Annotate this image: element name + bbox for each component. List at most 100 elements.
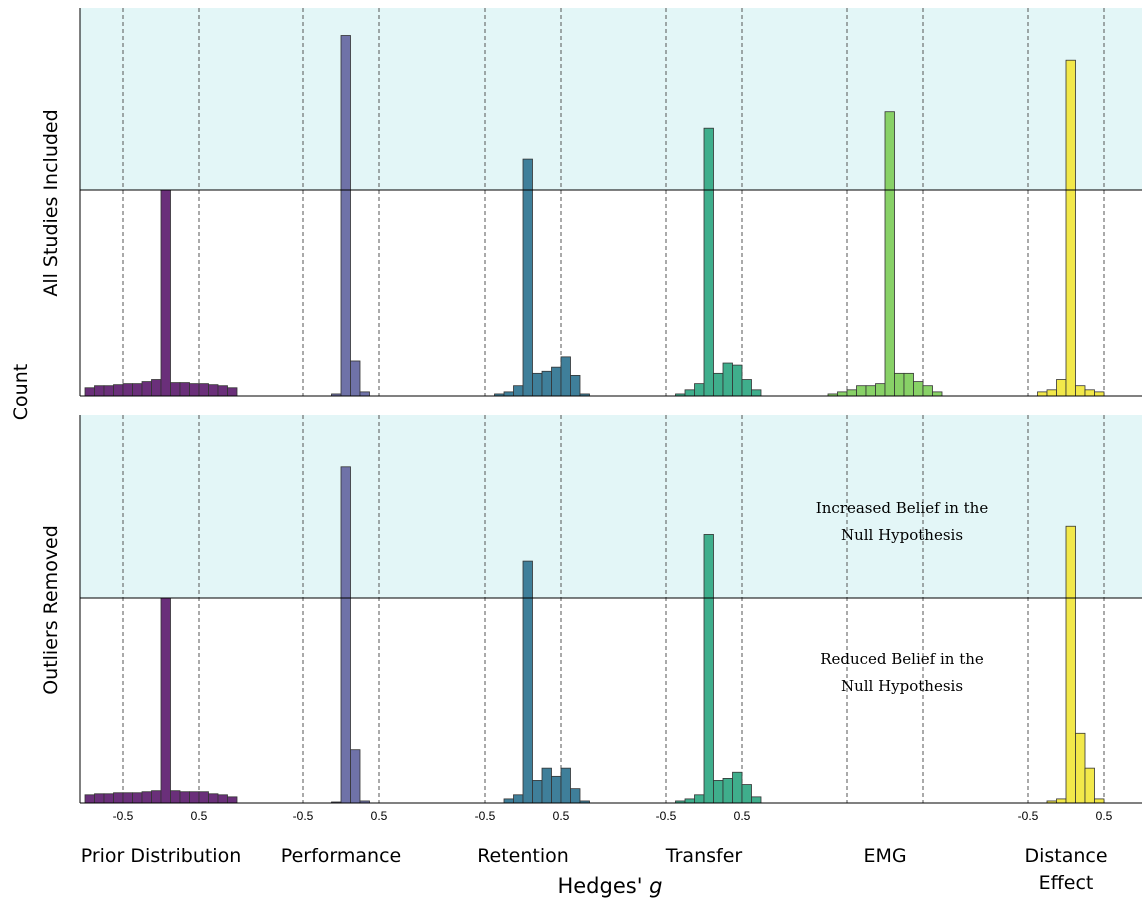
- bar-row1-cond6-bin12: [1094, 391, 1105, 397]
- bar-row2-cond2-bin10: [350, 749, 361, 804]
- bar-row1-cond6-bin8: [1056, 379, 1067, 397]
- x-axis-label-text: Hedges': [557, 874, 642, 898]
- condition-label-6-line2: Effect: [1039, 872, 1094, 894]
- bar-row1-cond4-bin10: [713, 372, 724, 397]
- bar-row2-cond1-bin14: [208, 793, 219, 804]
- bar-row1-cond1-bin16: [227, 387, 238, 397]
- bar-row1-cond6-bin11: [1084, 389, 1095, 397]
- bar-row2-cond1-bin3: [103, 793, 114, 804]
- reference-lines: [122, 8, 1105, 803]
- bar-row2-cond4-bin14: [751, 796, 762, 804]
- condition-labels: Prior Distribution Performance Retention Tr…: [81, 845, 1108, 894]
- bar-row1-cond3-bin12: [551, 366, 562, 397]
- bar-row1-cond1-bin10: [170, 382, 181, 397]
- bar-row1-cond1-bin13: [198, 383, 209, 397]
- tick-label-cond4-1: -0.5: [656, 809, 677, 823]
- bar-row1-cond4-bin11: [722, 362, 733, 397]
- bar-row1-cond4-bin13: [741, 379, 752, 397]
- bar-row1-cond4-bin8: [694, 383, 705, 397]
- bar-row1-cond3-bin14: [570, 374, 581, 397]
- tick-label-cond3-2: 0.5: [553, 809, 570, 823]
- bar-row2-cond1-bin11: [179, 791, 190, 804]
- bar-row2-cond4-bin7: [684, 798, 695, 804]
- bar-row1-cond5-bin5: [846, 389, 857, 397]
- bar-row2-cond3-bin9: [522, 560, 533, 804]
- bar-row2-cond4-bin13: [741, 784, 752, 804]
- condition-label-2-line1: Performance: [281, 845, 401, 867]
- tick-label-cond1-2: 0.5: [191, 809, 208, 823]
- bar-row1-cond4-bin14: [751, 389, 762, 397]
- bar-row1-cond3-bin9: [522, 158, 533, 397]
- bar-row2-cond1-bin16: [227, 796, 238, 804]
- bar-row1-cond5-bin13: [922, 385, 933, 397]
- bar-row1-cond1-bin6: [132, 383, 143, 397]
- bar-row2-cond6-bin11: [1084, 767, 1095, 804]
- bar-row1-cond5-bin14: [932, 391, 943, 397]
- bar-row2-cond3-bin13: [560, 767, 571, 804]
- bar-row1-cond5-bin6: [856, 385, 867, 397]
- bar-row2-cond2-bin9: [340, 466, 351, 804]
- bar-row1-cond1-bin1: [84, 387, 95, 397]
- tick-label-cond2-2: 0.5: [371, 809, 388, 823]
- bar-row1-cond2-bin11: [359, 391, 370, 397]
- bar-row1-cond6-bin10: [1075, 385, 1086, 397]
- bar-row2-cond1-bin1: [84, 794, 95, 804]
- bar-row1-cond1-bin14: [208, 384, 219, 397]
- bar-row2-cond1-bin10: [170, 790, 181, 804]
- bar-row2-cond6-bin8: [1056, 798, 1067, 804]
- annotation-reduced-line2: Null Hypothesis: [841, 677, 963, 695]
- bar-row2-cond4-bin11: [722, 778, 733, 804]
- tick-label-cond2-1: -0.5: [293, 809, 314, 823]
- axes: [79, 8, 1142, 804]
- bar-row1-cond3-bin7: [503, 391, 514, 397]
- bar-row2-cond6-bin9: [1065, 525, 1076, 804]
- bar-row1-cond1-bin11: [179, 382, 190, 397]
- bar-row1-cond3-bin13: [560, 356, 571, 397]
- x-axis-label: Hedges' g: [557, 874, 662, 898]
- bar-row1-cond4-bin9: [703, 127, 714, 397]
- bar-row2-cond4-bin12: [732, 771, 743, 804]
- bar-row1-cond1-bin5: [122, 383, 133, 397]
- bar-row1-cond1-bin7: [141, 381, 152, 397]
- bar-row2-cond3-bin12: [551, 775, 562, 804]
- condition-label-5-line1: EMG: [863, 845, 906, 867]
- x-axis-label-symbol: g: [649, 874, 662, 898]
- bar-row2-cond3-bin11: [541, 767, 552, 804]
- bar-row2-cond6-bin12: [1094, 798, 1105, 804]
- bar-row1-cond3-bin8: [513, 385, 524, 397]
- bar-row2-cond1-bin8: [151, 790, 162, 804]
- bar-row1-cond1-bin4: [113, 384, 124, 397]
- bar-row2-cond4-bin9: [703, 534, 714, 804]
- tick-label-cond3-1: -0.5: [475, 809, 496, 823]
- bar-row2-cond3-bin10: [532, 780, 543, 804]
- bar-row2-cond1-bin6: [132, 792, 143, 804]
- bar-row1-cond5-bin7: [865, 385, 876, 397]
- bar-row2-cond1-bin9: [160, 597, 171, 804]
- annotation-increased-line2: Null Hypothesis: [841, 526, 963, 544]
- bar-row1-cond1-bin12: [189, 383, 200, 397]
- condition-label-4-line1: Transfer: [665, 845, 743, 867]
- tick-label-cond4-2: 0.5: [734, 809, 751, 823]
- bar-row2-cond4-bin10: [713, 780, 724, 804]
- bar-row1-cond5-bin8: [875, 383, 886, 397]
- bar-row1-cond1-bin15: [217, 385, 228, 397]
- condition-label-3-line1: Retention: [477, 845, 569, 867]
- bar-row1-cond1-bin9: [160, 189, 171, 397]
- bar-row2-cond3-bin7: [503, 798, 514, 804]
- tick-labels: -0.5 0.5 -0.5 0.5 -0.5 0.5 -0.5 0.5 -0.5 0.5: [113, 809, 1113, 823]
- bar-row1-cond6-bin9: [1065, 59, 1076, 397]
- bar-row1-cond5-bin10: [894, 372, 905, 397]
- bar-row1-cond1-bin8: [151, 379, 162, 397]
- condition-label-6-line1: Distance: [1024, 845, 1107, 867]
- row-label-outliers-removed: Outliers Removed: [40, 525, 62, 695]
- bar-row1-cond2-bin10: [350, 360, 361, 397]
- bar-row1-cond3-bin10: [532, 372, 543, 397]
- bar-row1-cond2-bin9: [340, 35, 351, 397]
- bar-row1-cond1-bin3: [103, 385, 114, 397]
- belief-bands: [80, 8, 1142, 598]
- bar-row2-cond4-bin8: [694, 794, 705, 804]
- bar-row1-cond3-bin11: [541, 370, 552, 397]
- bar-row1-cond6-bin6: [1037, 391, 1048, 397]
- bar-row2-cond1-bin15: [217, 794, 228, 804]
